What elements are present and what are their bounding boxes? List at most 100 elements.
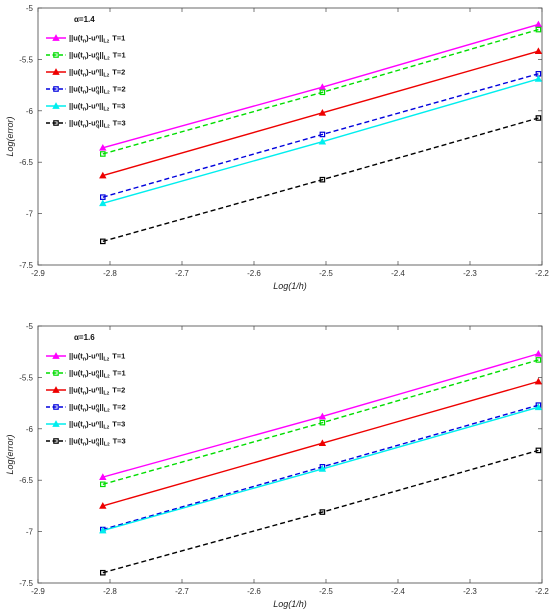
- legend-entry-part: n: [83, 38, 87, 44]
- legend-swatch-marker: [53, 438, 59, 444]
- legend-entry-part: )-u: [86, 68, 96, 77]
- chart-alpha-1-4: -2.9 -2.8 -2.7 -2.6 -2.5 -2.4 -2.3 -2.2 -5 -5.5 -6…: [5, 4, 549, 291]
- legend-entry-part: 2: [107, 73, 110, 78]
- x-tick-label: -2.4: [391, 587, 405, 596]
- legend-entry-part: L: [103, 356, 107, 362]
- legend-entry-part: q: [96, 441, 99, 447]
- legend-entry-part: ||u(t: [69, 51, 83, 60]
- x-tick-label: -2.5: [319, 587, 333, 596]
- legend-entry-part: L: [103, 72, 107, 78]
- data-point: [534, 377, 543, 385]
- legend-entry-part: )-u: [86, 102, 96, 111]
- x-tick-label: -2.3: [463, 269, 477, 278]
- y-tick-label: -6.5: [19, 476, 33, 485]
- legend-entry-part: ||u(t: [69, 437, 83, 446]
- legend: α=1.6||u(tn)-un||L2 T=1||u(tn)-un q||L2 T=1…: [46, 333, 126, 447]
- legend-entry-part: ||: [99, 68, 103, 77]
- x-tick-label: -2.6: [247, 587, 261, 596]
- y-tick-label: -5.5: [19, 55, 33, 64]
- x-tick-label: -2.8: [103, 587, 117, 596]
- y-tick-label: -6: [26, 425, 34, 434]
- legend-entry: ||u(tn)-un q||L2 T=3: [69, 437, 126, 448]
- x-tick-label: -2.3: [463, 587, 477, 596]
- legend-entry-part: )-u: [86, 119, 96, 128]
- y-axis-label: Log(error): [5, 116, 15, 156]
- legend-entry-part: 2: [107, 442, 110, 447]
- x-tick-label: -2.4: [391, 269, 405, 278]
- legend-entry-part: n: [83, 106, 87, 112]
- legend-entry-part: T=3: [112, 102, 125, 111]
- chart-alpha-1-6: -2.9 -2.8 -2.7 -2.6 -2.5 -2.4 -2.3 -2.2 -5 -5.5 -6…: [5, 322, 549, 609]
- legend-entry-part: T=3: [113, 119, 126, 128]
- legend-swatch-marker: [52, 352, 60, 359]
- legend-entry-part: ||u(t: [69, 102, 83, 111]
- legend-entry-part: L: [104, 441, 108, 447]
- legend-entry-part: 2: [107, 374, 110, 379]
- data-point: [535, 115, 542, 121]
- data-point: [99, 502, 107, 509]
- data-point: [319, 89, 326, 96]
- legend-entry-part: T=1: [112, 352, 125, 361]
- legend-entry-part: T=1: [112, 34, 125, 43]
- legend-swatch-marker: [53, 370, 59, 376]
- y-tick-label: -5: [26, 322, 34, 331]
- data-point: [99, 171, 107, 179]
- y-axis-label: Log(error): [5, 434, 15, 474]
- legend-entry: ||u(tn)-un||L2 T=1: [69, 352, 125, 363]
- legend-entry-part: )-u: [86, 386, 96, 395]
- legend-entry-part: T=2: [112, 68, 125, 77]
- data-point: [534, 75, 543, 82]
- legend-entry-part: )-u: [86, 352, 96, 361]
- legend-entry-part: ||u(t: [69, 352, 83, 361]
- legend-swatch-marker: [53, 52, 59, 58]
- y-tick-label: -6.5: [19, 158, 33, 167]
- legend-entry: ||u(tn)-un||L2 T=1: [69, 34, 125, 45]
- legend-entry-part: L: [103, 390, 107, 396]
- data-point: [535, 26, 542, 33]
- legend: α=1.4||u(tn)-un||L2 T=1||u(tn)-un q||L2 T=1…: [46, 15, 126, 129]
- legend-entry-part: ||: [99, 34, 103, 43]
- x-tick-label: -2.6: [247, 269, 261, 278]
- x-tick-label: -2.7: [175, 269, 189, 278]
- legend-entry-part: ||u(t: [69, 119, 83, 128]
- legend-entry-part: )-u: [86, 403, 96, 412]
- legend-entry-part: n: [96, 420, 100, 426]
- legend-entry-part: L: [103, 106, 107, 112]
- legend-entry-part: L: [104, 55, 108, 61]
- data-point: [99, 151, 106, 157]
- legend-swatch-marker: [52, 34, 60, 41]
- x-axis-label: Log(1/h): [273, 281, 307, 291]
- legend-entry-part: n: [96, 85, 100, 91]
- legend-entry-part: q: [96, 89, 99, 95]
- legend-entry-part: ||: [99, 352, 103, 361]
- legend-entry: ||u(tn)-un q||L2 T=3: [69, 119, 126, 130]
- legend-entry-part: q: [96, 373, 99, 379]
- legend-entry-part: ||u(t: [69, 34, 83, 43]
- legend-entry-part: T=2: [112, 386, 125, 395]
- x-tick-label: -2.5: [319, 269, 333, 278]
- legend-entry-part: ||: [99, 85, 103, 94]
- data-point: [318, 137, 327, 145]
- series-line: [102, 73, 539, 198]
- legend-swatch-marker: [52, 420, 60, 427]
- data-point: [534, 47, 543, 55]
- legend-entry-part: n: [83, 373, 87, 379]
- legend-entry-part: T=3: [112, 420, 125, 429]
- series-line: [102, 117, 539, 243]
- legend-entry-part: 2: [107, 107, 110, 112]
- x-tick-label: -2.8: [103, 269, 117, 278]
- data-point: [99, 481, 106, 488]
- legend-entry-part: 2: [107, 357, 110, 362]
- legend-entry-part: T=2: [113, 403, 126, 412]
- x-tick-label: -2.7: [175, 587, 189, 596]
- x-tick-label: -2.2: [535, 587, 549, 596]
- legend-entry-part: n: [96, 51, 100, 57]
- y-tick-label: -7: [26, 528, 34, 537]
- data-point: [318, 439, 327, 447]
- legend-entry-part: 2: [107, 90, 110, 95]
- legend-entry-part: 2: [107, 425, 110, 430]
- x-tick-label: -2.9: [31, 587, 45, 596]
- legend-entry-part: n: [96, 119, 100, 125]
- legend-entry: ||u(tn)-un q||L2 T=1: [69, 369, 126, 380]
- legend-entry-part: L: [104, 123, 108, 129]
